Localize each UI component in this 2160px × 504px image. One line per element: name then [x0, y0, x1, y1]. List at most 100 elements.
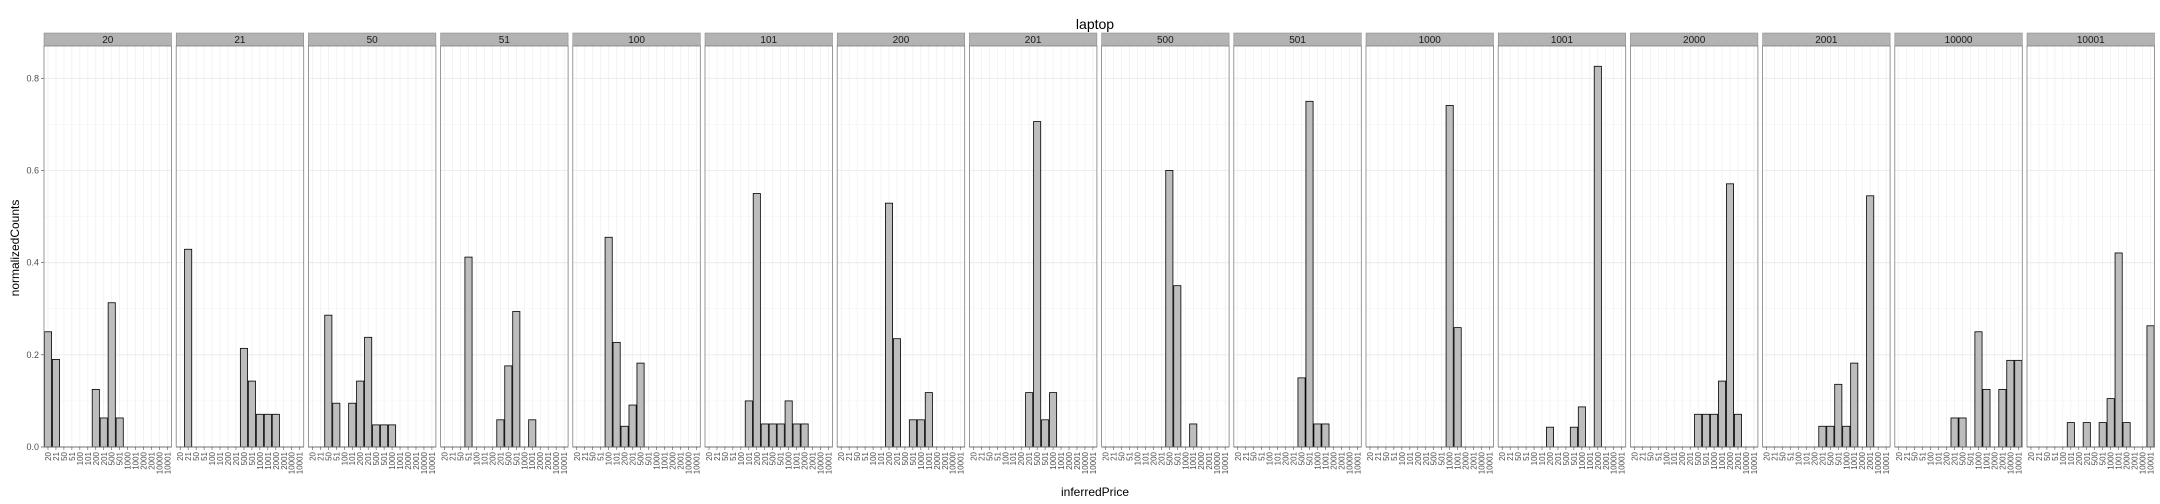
x-tick-label: 20 [837, 451, 846, 460]
facet-border [704, 45, 833, 448]
x-tick-label: 100 [1266, 451, 1275, 465]
x-tick-label: 100 [2059, 451, 2068, 465]
bar-21-1001 [263, 413, 272, 448]
x-tick-label: 2000 [1329, 451, 1338, 469]
bar-20-21 [51, 359, 60, 448]
x-tick-label: 2001 [412, 451, 421, 469]
facet-panel-10001: 1000120215051100101200201500501100010012… [2026, 32, 2156, 474]
x-tick-label: 51 [68, 451, 77, 460]
x-tick-label: 100 [1927, 451, 1936, 465]
x-tick-label: 50 [1382, 451, 1391, 460]
bar-2000-2001 [1733, 413, 1742, 448]
bar-10000-2001 [1998, 388, 2007, 448]
x-tick-label: 500 [108, 451, 117, 465]
x-tick-label: 201 [496, 451, 505, 465]
x-tick-label: 2000 [140, 451, 149, 469]
bar-1001-2000 [1593, 65, 1602, 448]
bar-2001-1001 [1850, 362, 1859, 448]
x-tick-label: 100 [737, 451, 746, 465]
x-tick-label: 20 [308, 451, 317, 460]
facet-panel-1001: 1001202150511001012002015005011000100120… [1497, 32, 1627, 474]
facet-strip-label: 20 [102, 35, 114, 46]
bar-501-500 [1297, 377, 1306, 448]
x-tick-label: 1000 [1181, 451, 1190, 469]
x-tick-label: 201 [2083, 451, 2092, 465]
y-tick-label: 0.2 [26, 350, 39, 360]
x-tick-label: 10001 [1882, 451, 1891, 474]
x-tick-label: 21 [1771, 451, 1780, 460]
bar-50-500 [372, 424, 381, 448]
x-tick-label: 51 [332, 451, 341, 460]
x-tick-label: 20 [705, 451, 714, 460]
x-tick-label: 501 [1834, 451, 1843, 465]
facet-strip-label: 10001 [2077, 35, 2105, 46]
bar-51-1001 [528, 419, 537, 448]
x-tick-label: 200 [621, 451, 630, 465]
x-tick-label: 1000 [124, 451, 133, 469]
x-tick-label: 10001 [2147, 451, 2156, 474]
bar-51-500 [504, 365, 513, 448]
y-tick-label: 0.0 [26, 442, 39, 452]
bar-21-21 [184, 248, 193, 448]
bar-21-501 [247, 380, 256, 448]
bar-50-50 [324, 314, 333, 448]
x-tick-label: 10000 [817, 451, 826, 474]
x-tick-label: 500 [1562, 451, 1571, 465]
x-tick-label: 500 [901, 451, 910, 465]
x-tick-label: 101 [1406, 451, 1415, 465]
facet-panel-2001: 2001202150511001012002015005011000100120… [1762, 32, 1891, 474]
facet-plot-area [1498, 46, 1626, 447]
x-tick-label: 101 [216, 451, 225, 465]
x-tick-label: 21 [1110, 451, 1119, 460]
facet-border [836, 45, 966, 448]
x-tick-label: 20 [44, 451, 53, 460]
x-tick-label: 2001 [1734, 451, 1743, 469]
x-tick-label: 500 [637, 451, 646, 465]
x-tick-label: 21 [52, 451, 61, 460]
facet-strip-label: 200 [893, 35, 910, 46]
x-tick-label: 21 [184, 451, 193, 460]
x-tick-label: 501 [1306, 451, 1315, 465]
facet-panel-2000: 2000202150511001012002015005011000100120… [1630, 32, 1759, 474]
facet-border [1101, 45, 1230, 448]
x-tick-label: 101 [877, 451, 886, 465]
bar-101-200 [752, 193, 761, 448]
x-tick-label: 1001 [1718, 451, 1727, 469]
x-tick-label: 500 [1165, 451, 1174, 465]
x-axis-title: inferredPrice [1061, 485, 1129, 499]
bar-101-1001 [792, 423, 801, 448]
bar-2001-501 [1834, 383, 1843, 448]
x-tick-label: 51 [1786, 451, 1795, 460]
x-tick-label: 2001 [1998, 451, 2007, 469]
bar-200-200 [885, 202, 893, 448]
x-tick-label: 500 [2091, 451, 2100, 465]
x-tick-label: 2001 [941, 451, 950, 469]
bar-51-201 [496, 419, 505, 448]
bar-21-500 [239, 347, 248, 448]
x-tick-label: 51 [861, 451, 870, 460]
x-tick-label: 51 [729, 451, 738, 460]
bar-101-101 [744, 400, 753, 448]
x-tick-label: 501 [909, 451, 918, 465]
x-tick-label: 101 [1274, 451, 1283, 465]
x-tick-label: 50 [1250, 451, 1259, 460]
x-tick-label: 10000 [1478, 451, 1487, 474]
x-tick-label: 1001 [132, 451, 141, 469]
x-tick-label: 20 [573, 451, 582, 460]
x-tick-label: 20 [441, 451, 450, 460]
x-tick-label: 2000 [1462, 451, 1471, 469]
x-tick-label: 21 [316, 451, 325, 460]
x-tick-label: 10000 [288, 451, 297, 474]
x-tick-label: 10000 [1081, 451, 1090, 474]
bar-10000-10001 [2014, 359, 2023, 448]
bar-100-100 [604, 236, 613, 448]
x-tick-label: 1001 [528, 451, 537, 469]
x-tick-label: 2001 [2131, 451, 2140, 469]
x-tick-label: 20 [1630, 451, 1639, 460]
x-tick-label: 21 [581, 451, 590, 460]
facet-border [1894, 45, 2023, 448]
x-tick-label: 501 [248, 451, 257, 465]
x-tick-label: 100 [1398, 451, 1407, 465]
x-tick-label: 10000 [949, 451, 958, 474]
x-tick-label: 501 [1967, 451, 1976, 465]
